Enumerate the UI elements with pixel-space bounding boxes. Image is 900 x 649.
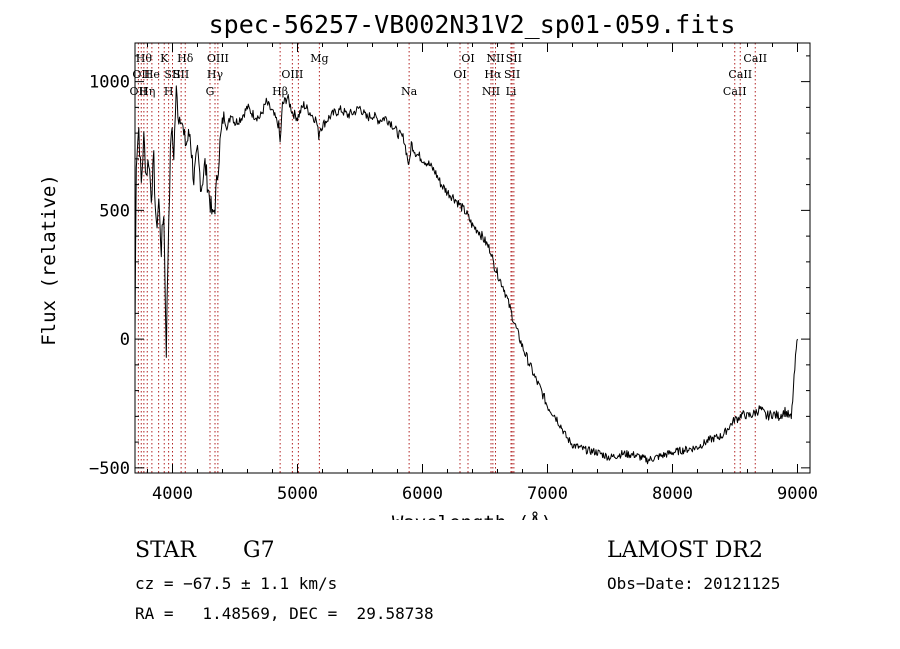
- spectral-line-markers: OIIOIIHθHηHeKHSIISIIHδGHγOIIIHβOIIIMgNaO…: [130, 43, 767, 473]
- line-marker-label-21: NII: [482, 85, 500, 98]
- y-axis-label: Flux (relative): [38, 174, 60, 346]
- line-marker-label-7: H: [164, 85, 174, 98]
- spectrum-series: [134, 85, 798, 465]
- y-tick-label-3: 1000: [89, 73, 130, 93]
- line-marker-label-0: OII: [130, 85, 148, 98]
- line-marker-label-20: OI: [461, 52, 474, 65]
- coordinates: RA = 1.48569, DEC = 29.58738: [135, 604, 434, 623]
- object-subclass: G7: [243, 538, 275, 563]
- line-marker-label-4: He: [144, 68, 160, 81]
- x-axis-label: Wavelength (Å): [392, 511, 552, 520]
- axis-ticks: 4000 5000 6000 7000 8000 9000 −500 0 500 1000: [89, 43, 818, 504]
- chart-title: spec-56257-VB002N31V2_sp01-059.fits: [209, 10, 736, 39]
- line-marker-label-6: K: [160, 52, 169, 65]
- spectrum-chart: spec-56257-VB002N31V2_sp01-059.fits OII O…: [38, 10, 818, 520]
- line-marker-label-15: OIII: [281, 68, 303, 81]
- line-marker-label-17: Mg: [310, 52, 328, 65]
- line-marker-label-8: SII: [164, 68, 180, 81]
- plot-frame: [134, 42, 811, 474]
- line-marker-label-24: Li: [506, 85, 517, 98]
- line-marker-label-18: Na: [401, 85, 418, 98]
- spectrum-line: [134, 85, 798, 465]
- line-marker-label-22: Hα: [484, 68, 502, 81]
- y-tick-label-2: 500: [99, 201, 130, 221]
- line-marker-label-29: CaII: [743, 52, 767, 65]
- line-marker-label-27: CaII: [723, 85, 747, 98]
- x-tick-label-0: 4000: [152, 484, 193, 504]
- y-tick-label-0: −500: [89, 459, 130, 479]
- x-tick-label-4: 8000: [652, 484, 693, 504]
- survey-name: LAMOST DR2: [607, 538, 763, 563]
- line-marker-label-10: Hδ: [177, 52, 194, 65]
- line-marker-label-28: CaII: [728, 68, 752, 81]
- y-tick-label-1: 0: [120, 330, 130, 350]
- x-tick-label-2: 6000: [402, 484, 443, 504]
- line-marker-label-11: G: [206, 85, 215, 98]
- object-class: STAR: [135, 538, 196, 563]
- line-marker-label-1: OII: [132, 68, 150, 81]
- line-marker-label-2: Hθ: [136, 52, 153, 65]
- line-marker-label-12: Hγ: [207, 68, 224, 81]
- line-marker-label-14: Hβ: [272, 85, 288, 98]
- x-tick-label-3: 7000: [527, 484, 568, 504]
- line-marker-label-9: SII: [173, 68, 189, 81]
- redshift-velocity: cz = −67.5 ± 1.1 km/s: [135, 574, 338, 593]
- x-tick-label-1: 5000: [277, 484, 318, 504]
- observation-date: Obs−Date: 20121125: [607, 574, 781, 593]
- line-marker-label-3: Hη: [139, 85, 155, 98]
- line-marker-label-23: NII: [486, 52, 504, 65]
- line-marker-label-19: OI: [453, 68, 466, 81]
- x-tick-label-5: 9000: [777, 484, 818, 504]
- line-marker-label-26: SII: [506, 52, 522, 65]
- line-marker-label-13: OIII: [207, 52, 229, 65]
- line-marker-label-25: SII: [504, 68, 520, 81]
